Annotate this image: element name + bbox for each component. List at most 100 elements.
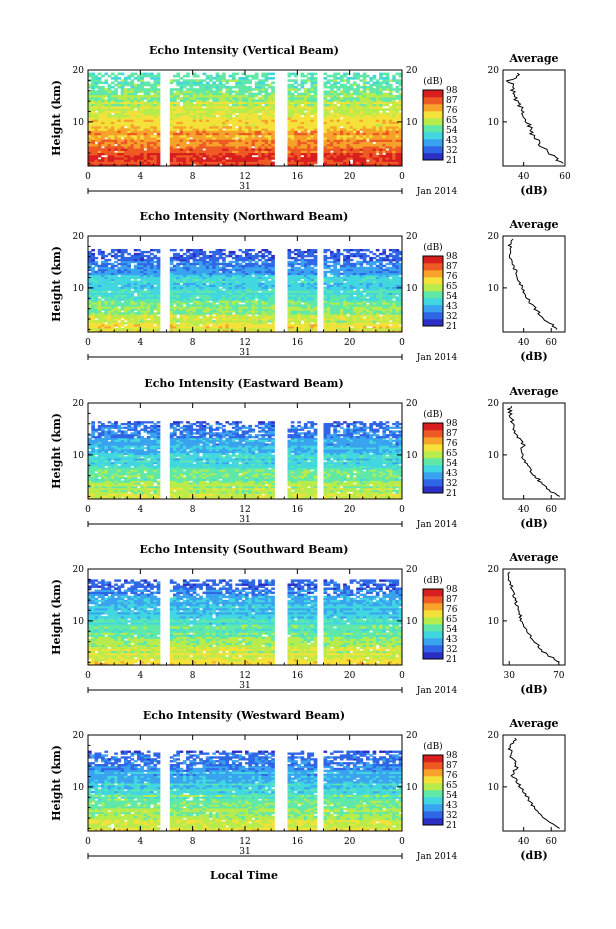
heatmap-cell xyxy=(248,97,252,100)
heatmap-cell xyxy=(258,79,262,82)
heatmap-cell xyxy=(232,73,236,76)
heatmap-cell xyxy=(173,153,177,156)
heatmap-cell xyxy=(176,318,180,320)
heatmap-cell xyxy=(314,73,318,76)
heatmap-cell xyxy=(203,108,207,111)
heatmap-cell xyxy=(229,75,233,78)
heatmap-cell xyxy=(147,117,151,120)
heatmap-cell xyxy=(356,135,360,138)
heatmap-cell xyxy=(396,102,400,105)
heatmap-cell xyxy=(373,106,377,109)
heatmap-cell xyxy=(124,144,128,147)
heatmap-cell xyxy=(101,135,105,138)
heatmap-cell xyxy=(101,157,105,160)
heatmap-cell xyxy=(252,88,256,91)
heatmap-cell xyxy=(199,135,203,138)
heatmap-cell xyxy=(183,79,187,82)
heatmap-cell xyxy=(121,126,125,129)
heatmap-cell xyxy=(209,153,213,156)
heatmap-cell xyxy=(268,106,272,109)
heatmap-cell xyxy=(330,88,334,91)
heatmap-cell xyxy=(117,82,121,85)
heatmap-cell xyxy=(150,88,154,91)
heatmap-cell xyxy=(121,162,125,165)
heatmap-cell xyxy=(222,84,226,87)
heatmap-cell xyxy=(196,162,200,165)
heatmap-cell xyxy=(248,88,252,91)
heatmap-cell xyxy=(91,88,95,91)
heatmap-cell xyxy=(294,126,298,129)
heatmap-cell xyxy=(209,102,213,105)
y-tick-label: 10 xyxy=(73,118,85,128)
heatmap-cell xyxy=(268,93,272,96)
heatmap-cell xyxy=(304,153,308,156)
heatmap-cell xyxy=(239,97,243,100)
heatmap-cell xyxy=(203,84,207,87)
heatmap-cell xyxy=(369,106,373,109)
heatmap-cell xyxy=(134,73,138,76)
heatmap-cell xyxy=(189,97,193,100)
heatmap-cell xyxy=(350,106,354,109)
heatmap-cell xyxy=(196,88,200,91)
heatmap-cell xyxy=(366,162,370,165)
heatmap-cell xyxy=(108,126,112,129)
heatmap-cell xyxy=(382,93,386,96)
heatmap-cell xyxy=(248,106,252,109)
heatmap-cell xyxy=(271,73,275,76)
heatmap-cell xyxy=(330,135,334,138)
heatmap-cell xyxy=(369,84,373,87)
heatmap-cell xyxy=(108,144,112,147)
heatmap-cell xyxy=(248,144,252,147)
heatmap-cell xyxy=(376,106,380,109)
heatmap-cell xyxy=(235,90,239,93)
heatmap-cell xyxy=(91,144,95,147)
heatmap-cell xyxy=(157,153,161,156)
heatmap-cell xyxy=(268,135,272,138)
heatmap-cell xyxy=(324,135,328,138)
heatmap-cell xyxy=(366,75,370,78)
heatmap-cell xyxy=(137,106,141,109)
heatmap-cell xyxy=(176,97,180,100)
heatmap-cell xyxy=(396,144,400,147)
heatmap-cell xyxy=(114,328,118,330)
heatmap-cell xyxy=(176,324,180,326)
heatmap-cell xyxy=(360,153,364,156)
heatmap-cell xyxy=(101,97,105,100)
heatmap-cell xyxy=(225,159,229,162)
heatmap-cell xyxy=(265,97,269,100)
heatmap-cell xyxy=(261,126,265,129)
heatmap-cell xyxy=(229,88,233,91)
heatmap-cell xyxy=(216,79,220,82)
heatmap-cell xyxy=(206,82,210,85)
heatmap-cell xyxy=(356,73,360,76)
heatmap-cell xyxy=(131,79,135,82)
heatmap-cell xyxy=(225,144,229,147)
heatmap-cell xyxy=(356,153,360,156)
heatmap-cell xyxy=(291,79,295,82)
heatmap-cell xyxy=(108,106,112,109)
colorbar-swatch xyxy=(423,146,443,153)
heatmap-cell xyxy=(144,88,148,91)
heatmap-cell xyxy=(307,79,311,82)
heatmap-cell xyxy=(189,144,193,147)
heatmap-cell xyxy=(225,88,229,91)
heatmap-cell xyxy=(124,106,128,109)
heatmap-cell xyxy=(288,84,292,87)
heatmap-cell xyxy=(216,304,220,306)
heatmap-cell xyxy=(242,77,246,80)
heatmap-cell xyxy=(392,162,396,165)
heatmap-cell xyxy=(186,97,190,100)
heatmap-cell xyxy=(229,86,233,89)
heatmap-cell xyxy=(176,144,180,147)
heatmap-cell xyxy=(363,88,367,91)
heatmap-cell xyxy=(222,126,226,129)
heatmap-cell xyxy=(366,106,370,109)
colorbar-tick-label: 87 xyxy=(446,96,458,106)
heatmap-cell xyxy=(219,135,223,138)
heatmap-cell xyxy=(124,97,128,100)
heatmap-cell xyxy=(137,75,141,78)
heatmap-cell xyxy=(127,88,131,91)
heatmap-cell xyxy=(330,106,334,109)
heatmap-cell xyxy=(294,88,298,91)
